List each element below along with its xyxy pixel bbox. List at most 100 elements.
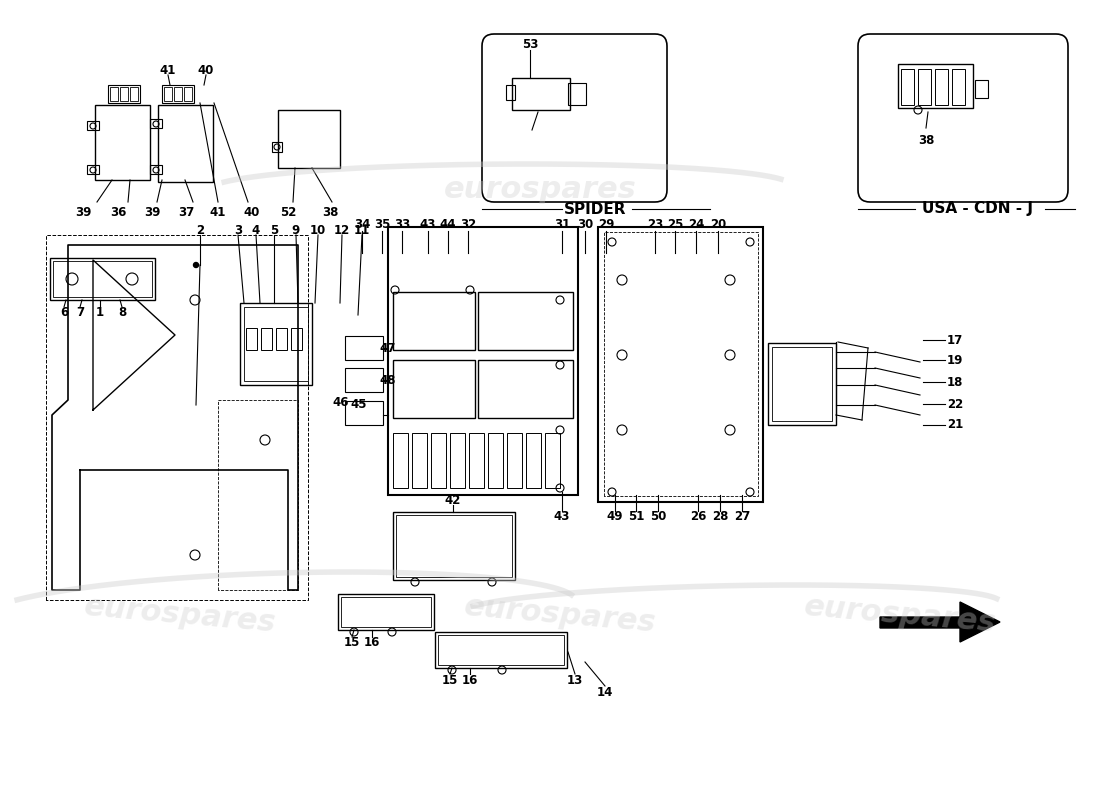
Text: eurospares: eurospares <box>463 592 658 638</box>
Bar <box>108 85 140 103</box>
Text: 1: 1 <box>96 306 104 318</box>
Text: 38: 38 <box>917 134 934 146</box>
Text: 48: 48 <box>379 374 396 386</box>
Text: 16: 16 <box>364 637 381 650</box>
Text: 37: 37 <box>178 206 194 218</box>
Bar <box>450 433 465 488</box>
Text: 36: 36 <box>110 206 126 218</box>
Text: 28: 28 <box>712 510 728 523</box>
Text: 26: 26 <box>690 510 706 523</box>
Text: SPIDER: SPIDER <box>563 202 626 217</box>
Bar <box>901 69 914 105</box>
Bar <box>246 328 257 350</box>
Bar <box>292 328 302 350</box>
Bar <box>568 83 586 105</box>
Text: 27: 27 <box>734 510 750 523</box>
Text: 34: 34 <box>354 218 371 231</box>
Text: 6: 6 <box>59 306 68 318</box>
Text: 14: 14 <box>597 686 613 698</box>
Bar <box>393 292 475 350</box>
Text: 38: 38 <box>322 206 338 218</box>
Bar <box>158 105 213 182</box>
Text: 17: 17 <box>947 334 964 346</box>
Bar <box>396 515 512 577</box>
Text: 47: 47 <box>379 342 396 354</box>
Bar <box>50 258 155 300</box>
Text: 44: 44 <box>440 218 456 231</box>
Bar <box>506 85 515 100</box>
Bar <box>975 80 988 98</box>
Bar <box>488 433 503 488</box>
Bar <box>434 632 566 668</box>
Text: 29: 29 <box>597 218 614 231</box>
Text: 33: 33 <box>394 218 410 231</box>
Text: 19: 19 <box>947 354 964 366</box>
Bar <box>120 87 128 101</box>
Text: 41: 41 <box>210 206 227 218</box>
Text: 40: 40 <box>244 206 261 218</box>
Text: 24: 24 <box>688 218 704 231</box>
Bar <box>526 433 541 488</box>
Bar <box>95 105 150 180</box>
Text: 4: 4 <box>252 223 260 237</box>
Bar <box>478 360 573 418</box>
Text: 46: 46 <box>332 395 350 409</box>
Text: 18: 18 <box>947 375 964 389</box>
Bar <box>341 597 431 627</box>
Text: eurospares: eurospares <box>803 592 998 638</box>
Bar <box>918 69 931 105</box>
Bar <box>110 87 118 101</box>
Bar <box>935 69 948 105</box>
Bar <box>244 307 308 381</box>
Bar <box>150 119 162 128</box>
Bar <box>53 261 152 297</box>
Bar <box>261 328 272 350</box>
Bar <box>544 433 560 488</box>
Text: 15: 15 <box>442 674 459 686</box>
Text: 16: 16 <box>462 674 478 686</box>
Text: 7: 7 <box>76 306 84 318</box>
Polygon shape <box>880 602 1000 642</box>
Text: 21: 21 <box>947 418 964 431</box>
Text: eurospares: eurospares <box>82 592 277 638</box>
Text: 45: 45 <box>351 398 367 410</box>
Bar <box>768 343 836 425</box>
Text: 32: 32 <box>460 218 476 231</box>
Bar <box>130 87 138 101</box>
Text: 43: 43 <box>420 218 437 231</box>
Bar <box>278 110 340 168</box>
Bar <box>345 368 383 392</box>
Text: 42: 42 <box>444 494 461 506</box>
Text: 49: 49 <box>607 510 624 523</box>
Bar <box>438 635 564 665</box>
Text: 53: 53 <box>521 38 538 50</box>
Bar <box>345 336 383 360</box>
Bar <box>598 227 763 502</box>
Text: USA - CDN - J: USA - CDN - J <box>923 202 1034 217</box>
Text: 30: 30 <box>576 218 593 231</box>
Text: 50: 50 <box>650 510 667 523</box>
Bar <box>393 360 475 418</box>
Bar <box>507 433 522 488</box>
Bar <box>393 433 408 488</box>
Text: 20: 20 <box>710 218 726 231</box>
Text: 9: 9 <box>292 223 300 237</box>
Text: 8: 8 <box>118 306 127 318</box>
Text: 11: 11 <box>354 223 370 237</box>
Bar <box>338 594 434 630</box>
Text: 52: 52 <box>279 206 296 218</box>
Text: 15: 15 <box>344 637 360 650</box>
Text: 13: 13 <box>566 674 583 686</box>
Text: 39: 39 <box>144 206 161 218</box>
Bar <box>388 227 578 495</box>
Text: 51: 51 <box>628 510 645 523</box>
Bar <box>87 121 99 130</box>
Text: 39: 39 <box>75 206 91 218</box>
Bar <box>772 347 832 421</box>
Bar <box>240 303 312 385</box>
Bar <box>393 512 515 580</box>
Bar <box>345 401 383 425</box>
Text: eurospares: eurospares <box>443 175 637 205</box>
Text: 22: 22 <box>947 398 964 410</box>
Bar <box>469 433 484 488</box>
